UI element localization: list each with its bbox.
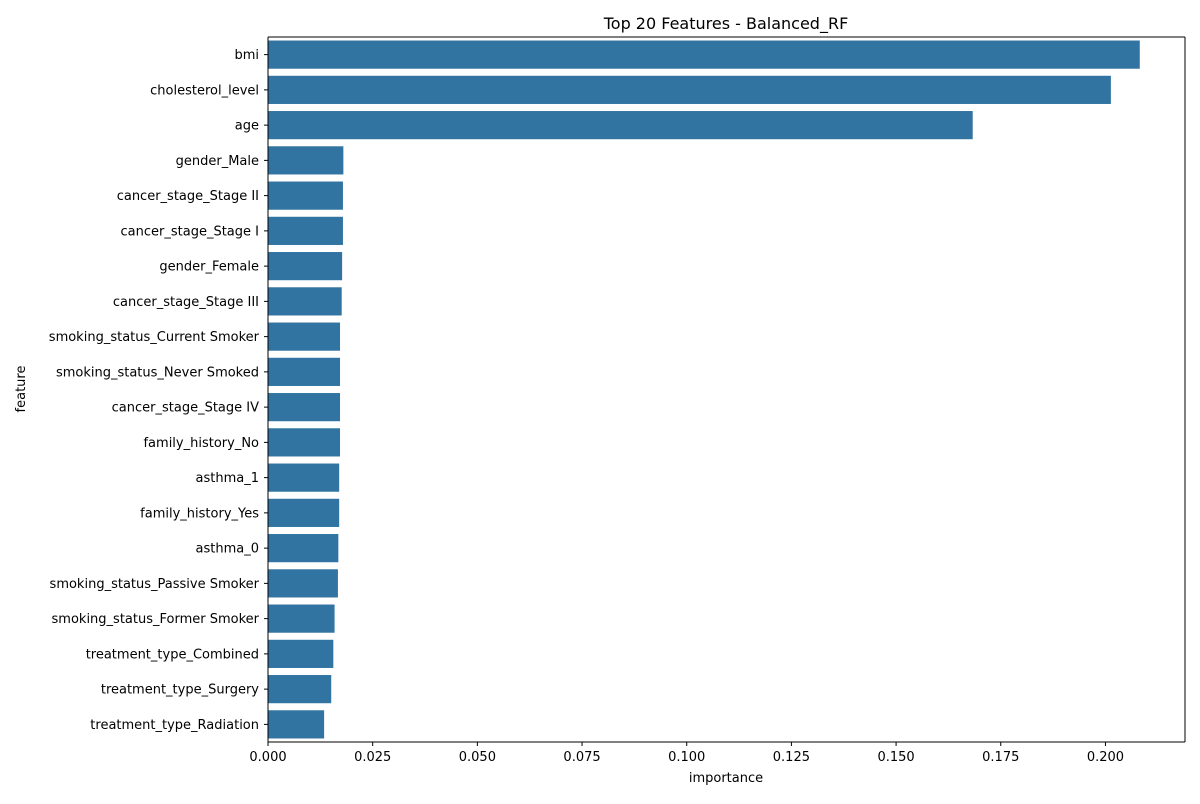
bar <box>268 322 341 351</box>
y-axis-label: feature <box>14 366 29 413</box>
bar <box>268 393 341 422</box>
y-tick-label: family_history_No <box>143 436 259 451</box>
bar <box>268 463 340 492</box>
y-tick-label: age <box>235 119 259 134</box>
x-tick-label: 0.075 <box>563 750 600 765</box>
y-tick-label: gender_Male <box>176 154 259 169</box>
y-tick-label: bmi <box>234 48 259 63</box>
bar <box>268 534 339 563</box>
y-tick-label: treatment_type_Combined <box>86 647 259 662</box>
y-tick-label: cancer_stage_Stage IV <box>112 401 259 416</box>
y-tick-label: cancer_stage_Stage III <box>113 295 259 310</box>
y-tick-label: cancer_stage_Stage I <box>121 224 259 239</box>
bar <box>268 252 343 281</box>
x-tick-label: 0.175 <box>982 750 1019 765</box>
x-tick-label: 0.000 <box>249 750 286 765</box>
bar <box>268 146 344 175</box>
x-tick-label: 0.200 <box>1087 750 1124 765</box>
bar <box>268 216 343 245</box>
bar <box>268 639 334 668</box>
bar <box>268 428 341 457</box>
y-tick-label: smoking_status_Passive Smoker <box>50 577 260 592</box>
y-tick-label: smoking_status_Never Smoked <box>56 365 259 380</box>
bars-layer <box>268 40 1140 739</box>
bar <box>268 675 332 704</box>
bar <box>268 498 340 527</box>
y-tick-label: treatment_type_Radiation <box>90 718 259 733</box>
bar <box>268 181 343 210</box>
y-tick-label: family_history_Yes <box>140 506 259 521</box>
y-tick-label: treatment_type_Surgery <box>101 683 259 698</box>
x-tick-label: 0.100 <box>668 750 705 765</box>
bar <box>268 111 973 140</box>
bar <box>268 604 335 633</box>
x-tick-label: 0.125 <box>773 750 810 765</box>
y-tick-label: smoking_status_Current Smoker <box>49 330 260 345</box>
bar <box>268 710 325 739</box>
y-tick-label: cancer_stage_Stage II <box>117 189 259 204</box>
x-tick-label: 0.025 <box>354 750 391 765</box>
bar <box>268 287 342 316</box>
bar <box>268 75 1111 104</box>
bar <box>268 569 338 598</box>
x-axis-label: importance <box>689 771 763 786</box>
x-ticks: 0.000 0.025 0.050 0.075 0.100 0.125 0.150 0.175… <box>249 742 1124 765</box>
y-tick-label: asthma_0 <box>196 542 259 557</box>
axes-frame <box>267 36 1186 743</box>
bar <box>268 357 341 386</box>
y-tick-label: smoking_status_Former Smoker <box>52 612 260 627</box>
y-tick-label: gender_Female <box>159 260 259 275</box>
y-tick-label: cholesterol_level <box>150 83 259 98</box>
chart-title: Top 20 Features - Balanced_RF <box>603 14 849 34</box>
x-tick-label: 0.150 <box>877 750 914 765</box>
y-tick-label: asthma_1 <box>196 471 259 486</box>
x-tick-label: 0.050 <box>459 750 496 765</box>
bar <box>268 40 1140 69</box>
